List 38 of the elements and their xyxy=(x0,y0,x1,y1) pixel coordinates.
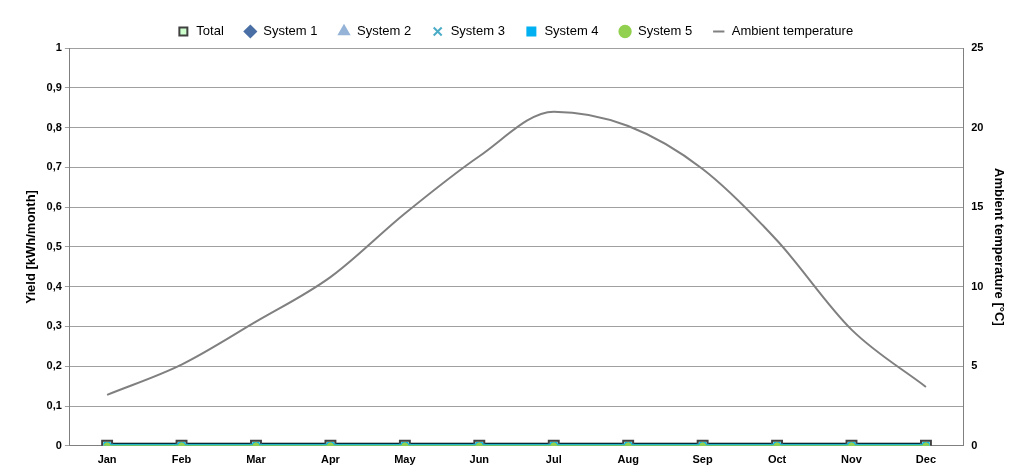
x-tick-label: Sep xyxy=(692,453,713,466)
legend-label: System 5 xyxy=(638,23,693,39)
x-tick-label: Jul xyxy=(545,453,562,466)
y-tick-label: 0,1 xyxy=(46,399,62,412)
x-tick-label: Mar xyxy=(246,453,267,466)
legend-label: Ambient temperature xyxy=(731,23,854,39)
y-tick-label: 0,3 xyxy=(46,319,62,332)
legend-label: Total xyxy=(196,23,224,39)
y2-tick-label: 15 xyxy=(971,200,984,213)
x-tick-label: Jan xyxy=(97,453,117,466)
y2-tick-label: 10 xyxy=(971,279,984,292)
x-tick-label: Dec xyxy=(915,453,937,466)
y2-tick-label: 20 xyxy=(971,120,984,133)
legend-label: System 3 xyxy=(450,23,505,39)
x-tick-label: Apr xyxy=(320,453,341,466)
y-axis-title: Yield [kWh/month] xyxy=(23,190,39,304)
x-tick-label: Oct xyxy=(767,453,787,466)
x-tick-label: Nov xyxy=(841,453,863,466)
y-tick-label: 0,9 xyxy=(46,80,62,93)
x-tick-label: May xyxy=(394,453,417,466)
y-tick-label: 0,4 xyxy=(46,279,63,292)
y-tick-label: 1 xyxy=(55,41,62,54)
y-tick-label: 0,6 xyxy=(46,200,62,213)
y-tick-label: 0,2 xyxy=(46,359,62,372)
y2-axis-title: Ambient temperature [°C] xyxy=(991,168,1007,326)
y2-tick-label: 5 xyxy=(971,359,978,372)
x-tick-label: Jun xyxy=(469,453,490,466)
y-tick-label: 0 xyxy=(55,438,62,451)
y-tick-label: 0,5 xyxy=(46,239,62,252)
x-tick-label: Aug xyxy=(617,453,639,466)
y2-tick-label: 25 xyxy=(971,41,984,54)
y-tick-label: 0,8 xyxy=(46,120,62,133)
legend-label: System 1 xyxy=(263,23,318,39)
x-tick-label: Feb xyxy=(171,453,192,466)
legend-label: System 4 xyxy=(544,23,599,39)
y-tick-label: 0,7 xyxy=(46,160,62,173)
legend-label: System 2 xyxy=(357,23,412,39)
y2-tick-label: 0 xyxy=(971,438,978,451)
